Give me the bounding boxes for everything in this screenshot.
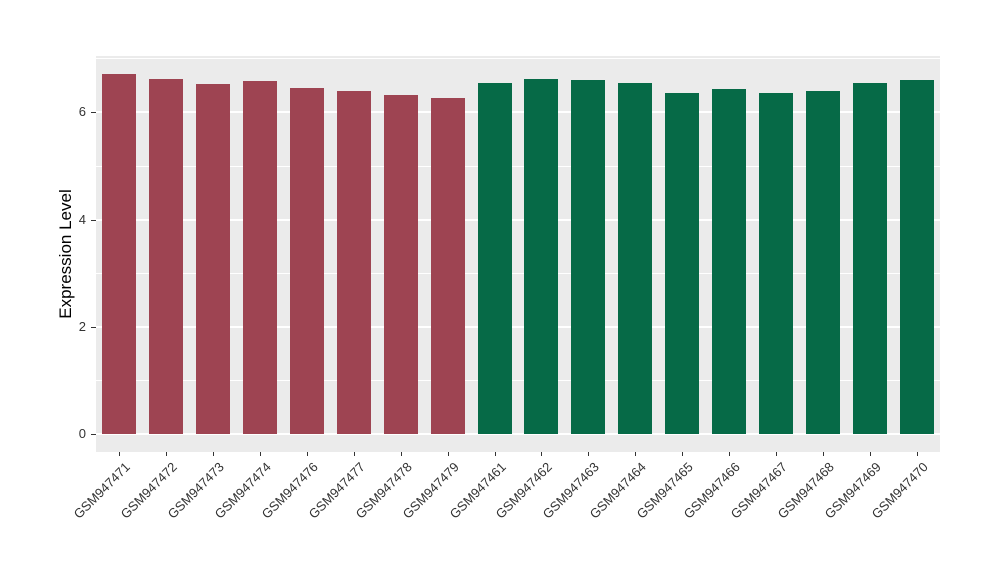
x-tick-mark <box>635 452 637 456</box>
x-tick-mark <box>775 452 777 456</box>
gridline-minor <box>96 379 940 381</box>
bar-GSM947478 <box>383 95 418 434</box>
gridline-major <box>96 325 940 328</box>
x-tick-mark <box>822 452 824 456</box>
x-tick-mark <box>213 452 215 456</box>
bar-GSM947465 <box>665 92 700 434</box>
x-tick-mark <box>260 452 262 456</box>
bar-GSM947473 <box>196 83 231 434</box>
y-tick-label: 0 <box>78 426 86 441</box>
bar-GSM947471 <box>102 74 137 434</box>
x-tick-mark <box>682 452 684 456</box>
y-tick-mark <box>91 112 96 114</box>
bar-GSM947463 <box>571 79 606 434</box>
y-tick-label: 6 <box>78 104 86 120</box>
gridline-minor <box>96 272 940 274</box>
x-tick-mark <box>400 452 402 456</box>
bar-GSM947469 <box>852 83 887 434</box>
x-tick-mark <box>307 452 308 456</box>
x-tick-mark <box>588 452 590 456</box>
gridline-major <box>96 218 940 221</box>
bar-GSM947470 <box>899 80 934 434</box>
bar-GSM947462 <box>524 79 559 434</box>
x-tick-mark <box>916 452 918 456</box>
y-tick-mark <box>91 326 96 328</box>
gridline-major <box>96 433 940 435</box>
y-axis-title: Expression Level <box>56 189 75 319</box>
bar-GSM947468 <box>805 90 840 434</box>
bar-GSM947467 <box>758 92 793 434</box>
bar-GSM947476 <box>290 87 324 434</box>
bar-GSM947479 <box>430 98 465 434</box>
plot-panel <box>96 56 940 452</box>
gridline-minor <box>96 58 940 60</box>
bar-GSM947477 <box>336 90 371 434</box>
bar-GSM947474 <box>243 80 278 434</box>
bar-GSM947464 <box>618 83 653 434</box>
y-tick-mark <box>91 434 96 435</box>
x-tick-mark <box>166 452 168 456</box>
y-tick-label: 4 <box>78 211 86 227</box>
gridline-major <box>96 111 940 114</box>
x-tick-mark <box>447 452 449 456</box>
bar-GSM947461 <box>477 82 512 434</box>
bar-GSM947466 <box>712 88 746 434</box>
x-tick-mark <box>729 452 730 456</box>
y-tick-mark <box>91 219 96 221</box>
y-tick-label: 2 <box>78 318 86 334</box>
x-tick-mark <box>494 452 496 456</box>
x-tick-mark <box>869 452 871 456</box>
x-tick-mark <box>353 452 355 456</box>
bar-GSM947472 <box>149 79 184 434</box>
x-tick-mark <box>541 452 543 456</box>
x-tick-mark <box>119 452 121 456</box>
gridline-minor <box>96 165 940 167</box>
